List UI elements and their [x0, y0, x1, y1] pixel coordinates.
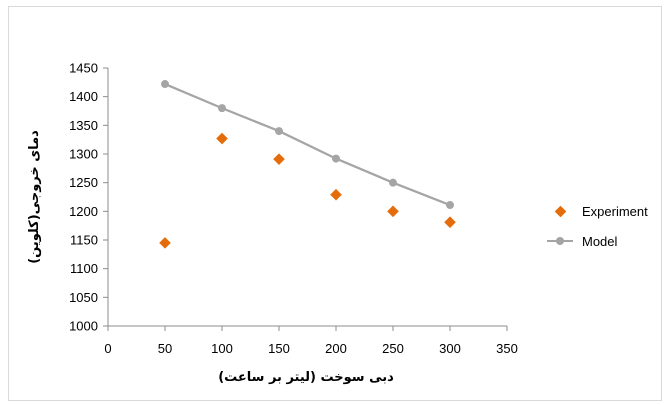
y-tick-label: 1100	[70, 261, 98, 276]
y-tick-label: 1150	[70, 233, 98, 248]
model-line	[164, 83, 451, 207]
x-tick-labels: 0 50 100 150 200 250 300 350	[104, 341, 517, 356]
y-tick-label: 1300	[69, 147, 98, 162]
model-point	[332, 154, 340, 163]
legend: Experiment Model	[547, 204, 648, 249]
chart-area	[8, 6, 662, 401]
series-experiment	[158, 131, 457, 250]
experiment-point	[386, 204, 400, 219]
experiment-point	[215, 131, 229, 146]
y-tick-label: 1400	[69, 89, 98, 104]
y-tick-label: 1050	[69, 290, 98, 305]
experiment-point	[272, 152, 286, 167]
y-axis-title: دمای خروجی(کلوین)	[27, 130, 42, 264]
model-point	[275, 127, 283, 136]
x-tick-label: 150	[268, 341, 290, 356]
x-tick-label: 350	[496, 341, 518, 356]
model-point	[389, 178, 397, 187]
y-tick-label: 1350	[69, 118, 98, 133]
y-tick-label: 1250	[69, 175, 98, 190]
legend-item-model: Model	[547, 234, 618, 249]
series-model	[161, 80, 454, 210]
x-tick-label: 50	[158, 341, 172, 356]
x-tick-label: 200	[325, 341, 347, 356]
y-tick-label: 1450	[69, 61, 98, 76]
experiment-point	[443, 215, 457, 230]
legend-experiment-marker	[553, 204, 568, 219]
legend-model-label: Model	[582, 234, 618, 249]
model-point	[218, 104, 226, 113]
experiment-point	[158, 235, 172, 250]
x-tick-label: 0	[104, 341, 111, 356]
experiment-point	[329, 187, 343, 202]
y-tick-label: 1000	[69, 319, 98, 334]
x-tick-label: 250	[382, 341, 404, 356]
model-point	[161, 80, 169, 89]
x-axis-title: دبی سوخت (لیتر بر ساعت)	[218, 370, 394, 385]
y-tick-label: 1200	[69, 204, 98, 219]
x-tick-label: 100	[211, 341, 233, 356]
x-tick-label: 300	[439, 341, 461, 356]
legend-item-experiment: Experiment	[553, 204, 648, 219]
model-point	[446, 201, 454, 210]
legend-model-marker	[556, 237, 564, 245]
y-tick-labels: 1000 1050 1100 1150 1200 1250 1300 1350 1400 1450	[69, 61, 98, 334]
legend-experiment-label: Experiment	[582, 204, 648, 219]
axes	[103, 67, 508, 331]
